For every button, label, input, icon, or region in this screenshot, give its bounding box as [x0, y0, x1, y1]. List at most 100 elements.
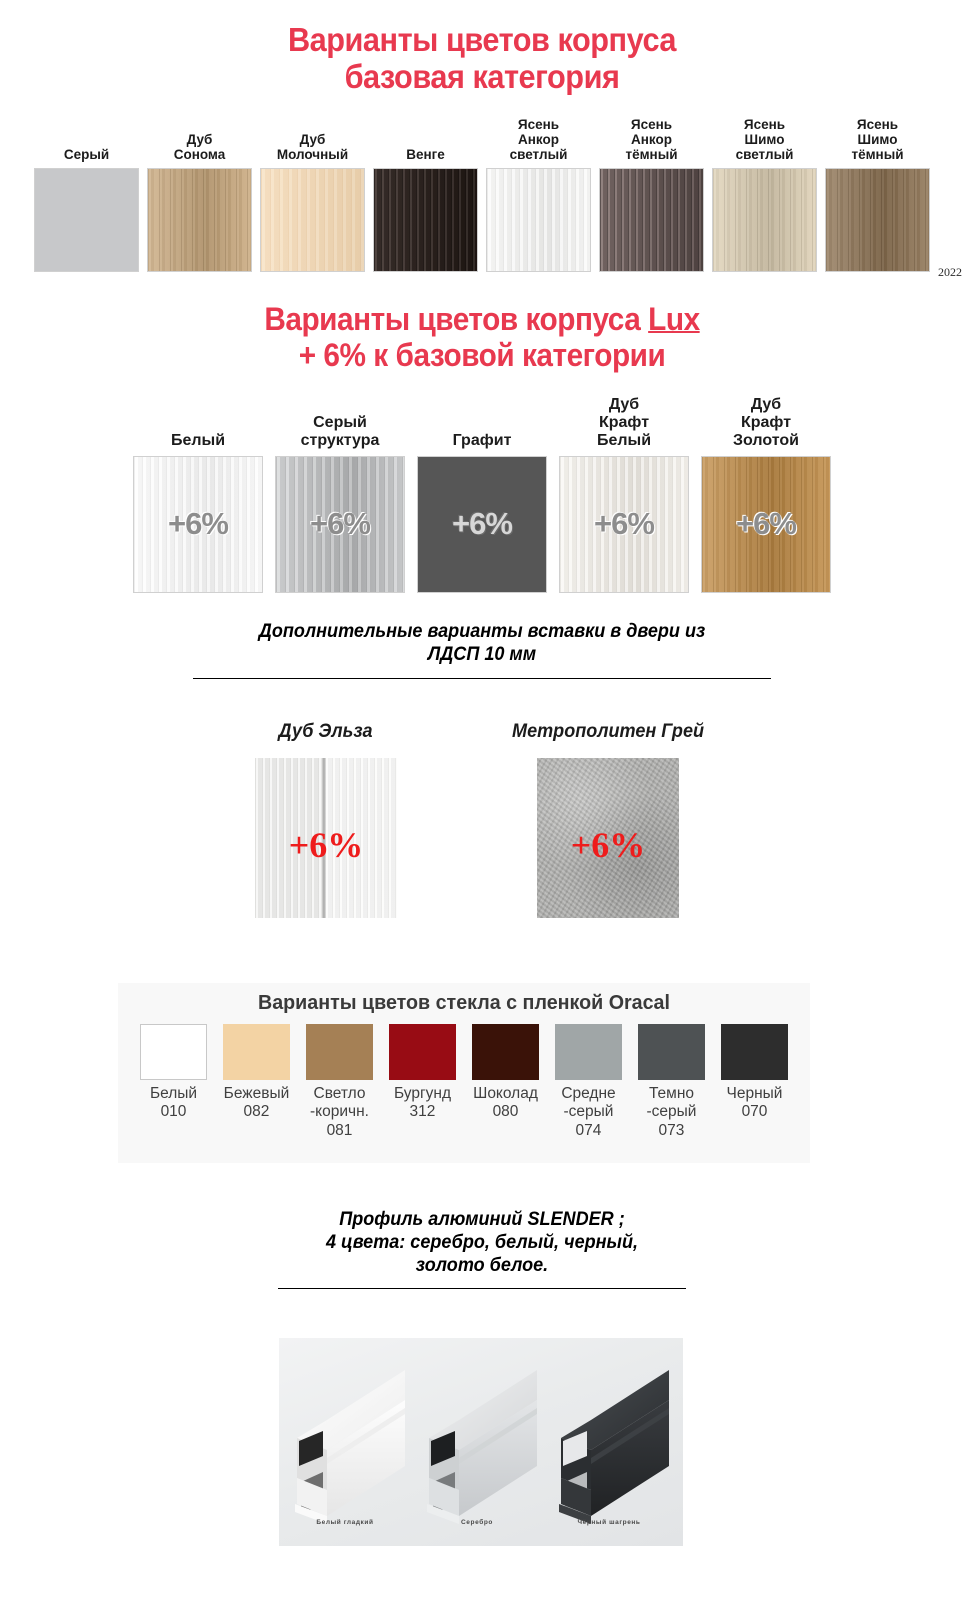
door-insert-section: Дополнительные варианты вставки в двери …	[0, 620, 964, 919]
base-swatch-cell[interactable]: Серый	[34, 114, 139, 272]
oracal-swatch-label: Черный 070	[726, 1085, 783, 1121]
oracal-swatch-label: Шоколад 080	[473, 1085, 538, 1121]
oracal-swatch-row: Белый 010 Бежевый 082 Светло -коричн. 081 Б…	[118, 1024, 810, 1140]
lux-title-line-1: Варианты цветов корпуса Lux	[34, 300, 931, 338]
base-swatch-box[interactable]	[599, 167, 704, 272]
base-swatch-label: Серый	[63, 146, 110, 162]
base-swatch-box[interactable]	[486, 167, 591, 272]
lux-swatch-cell[interactable]: Серый структура +6%	[275, 394, 405, 593]
base-swatch-label: Ясень Шимо светлый	[735, 116, 794, 162]
oracal-glass-section: Варианты цветов стекла с пленкой Oracal …	[118, 983, 810, 1163]
profile-caption-silver: Серебро	[461, 1518, 493, 1526]
lux-title-line-2: + 6% к базовой категории	[298, 336, 666, 373]
lux-surcharge-overlay: +6%	[594, 506, 655, 542]
insert-swatch-cell[interactable]: Метрополитен Грей +6%	[507, 721, 709, 919]
base-swatch-box[interactable]	[147, 167, 252, 272]
base-swatch-cell[interactable]: Венге	[373, 114, 478, 272]
base-swatch-label: Дуб Сонома	[173, 131, 226, 162]
base-swatch-label: Дуб Молочный	[276, 131, 349, 162]
oracal-swatch-label: Темно -серый 073	[646, 1085, 697, 1139]
lux-swatch-box[interactable]: +6%	[133, 455, 263, 593]
oracal-swatch-box[interactable]	[638, 1024, 705, 1080]
oracal-swatch-cell[interactable]: Шоколад 080	[468, 1024, 544, 1140]
base-swatch-box[interactable]	[34, 167, 139, 272]
base-swatch-label: Венге	[406, 146, 445, 162]
oracal-swatch-box[interactable]	[555, 1024, 622, 1080]
oracal-swatch-label: Средне -серый 074	[561, 1085, 616, 1139]
base-swatch-label: Ясень Шимо тёмный	[851, 116, 904, 162]
lux-title-keyword: Lux	[648, 300, 700, 337]
oracal-swatch-label: Бургунд 312	[393, 1085, 452, 1121]
lux-category-title: Варианты цветов корпуса Lux + 6% к базов…	[34, 300, 931, 374]
oracal-swatch-label: Светло -коричн. 081	[310, 1085, 369, 1139]
lux-surcharge-overlay: +6%	[310, 506, 371, 542]
oracal-title: Варианты цветов стекла с пленкой Oracal	[258, 991, 670, 1014]
lux-swatch-box[interactable]: +6%	[701, 455, 831, 593]
lux-category-section: Варианты цветов корпуса Lux + 6% к базов…	[0, 300, 964, 593]
lux-surcharge-overlay: +6%	[452, 506, 513, 542]
oracal-swatch-cell[interactable]: Бургунд 312	[385, 1024, 461, 1140]
insert-divider	[193, 677, 771, 679]
lux-swatch-cell[interactable]: Дуб Крафт Золотой +6%	[701, 394, 831, 593]
lux-surcharge-overlay: +6%	[736, 506, 797, 542]
insert-swatch-cell[interactable]: Дуб Эльза +6%	[254, 720, 397, 919]
lux-swatch-cell[interactable]: Графит +6%	[417, 394, 547, 593]
insert-swatch-box[interactable]: +6%	[536, 758, 679, 919]
base-swatch-cell[interactable]: Дуб Молочный	[260, 114, 365, 272]
base-swatch-cell[interactable]: Дуб Сонома	[147, 114, 252, 272]
oracal-swatch-cell[interactable]: Темно -серый 073	[634, 1024, 710, 1140]
lux-swatch-box[interactable]: +6%	[417, 455, 547, 593]
oracal-swatch-cell[interactable]: Светло -коричн. 081	[302, 1024, 378, 1140]
base-category-section: Варианты цветов корпуса базовая категори…	[0, 0, 964, 279]
oracal-swatch-box[interactable]	[721, 1024, 788, 1080]
oracal-swatch-cell[interactable]: Средне -серый 074	[551, 1024, 627, 1140]
oracal-swatch-cell[interactable]: Белый 010	[136, 1024, 212, 1140]
lux-swatch-cell[interactable]: Белый +6%	[133, 394, 263, 593]
lux-swatch-label: Дуб Крафт Белый	[596, 395, 652, 449]
oracal-swatch-box[interactable]	[306, 1024, 373, 1080]
base-swatch-cell[interactable]: Ясень Анкор тёмный	[599, 114, 704, 272]
insert-swatch-box[interactable]: +6%	[254, 758, 397, 919]
profile-illustration: Белый гладкий Серебро Чёрный шагрень	[295, 1370, 669, 1526]
oracal-swatch-cell[interactable]: Бежевый 082	[219, 1024, 295, 1140]
lux-swatch-row: Белый +6% Серый структура +6% Графит +6% Дуб К…	[0, 394, 964, 593]
base-title-line-2: базовая категория	[344, 57, 620, 95]
profile-white	[295, 1370, 405, 1524]
insert-surcharge-overlay: +6%	[288, 824, 364, 865]
base-swatch-cell[interactable]: Ясень Шимо тёмный	[825, 114, 930, 272]
lux-surcharge-overlay: +6%	[168, 506, 229, 542]
base-swatch-label: Ясень Анкор светлый	[509, 116, 568, 162]
lux-swatch-label: Серый структура	[300, 413, 380, 449]
profile-caption-white: Белый гладкий	[316, 1518, 373, 1526]
profile-heading: Профиль алюминий SLENDER ; 4 цвета: сере…	[325, 1209, 639, 1277]
lux-swatch-cell[interactable]: Дуб Крафт Белый +6%	[559, 394, 689, 593]
base-swatch-box[interactable]	[260, 167, 365, 272]
lux-swatch-box[interactable]: +6%	[559, 455, 689, 593]
base-title-line-1: Варианты цветов корпуса	[287, 21, 677, 58]
oracal-swatch-cell[interactable]: Черный 070	[717, 1024, 793, 1140]
insert-swatch-row: Дуб Эльза +6% Метрополитен Грей +6%	[0, 720, 964, 919]
oracal-swatch-box[interactable]	[389, 1024, 456, 1080]
profile-divider	[278, 1287, 686, 1289]
base-swatch-cell[interactable]: Ясень Анкор светлый	[486, 114, 591, 272]
lux-swatch-label: Графит	[452, 431, 512, 449]
lux-swatch-box[interactable]: +6%	[275, 455, 405, 593]
oracal-swatch-box[interactable]	[472, 1024, 539, 1080]
oracal-swatch-box[interactable]	[140, 1024, 207, 1080]
aluminium-profile-photo: Белый гладкий Серебро Чёрный шагрень	[279, 1338, 683, 1546]
insert-swatch-label: Дуб Эльза	[278, 720, 374, 742]
oracal-swatch-label: Бежевый 082	[223, 1085, 290, 1121]
lux-title-prefix: Варианты цветов корпуса	[264, 300, 649, 337]
base-swatch-box[interactable]	[825, 167, 930, 272]
lux-swatch-label: Белый	[170, 431, 226, 449]
base-category-title: Варианты цветов корпуса базовая категори…	[34, 0, 931, 96]
insert-surcharge-overlay: +6%	[570, 824, 646, 865]
base-swatch-box[interactable]	[712, 167, 817, 272]
profile-caption-black: Чёрный шагрень	[577, 1518, 640, 1526]
base-swatch-cell[interactable]: Ясень Шимо светлый	[712, 114, 817, 272]
oracal-swatch-box[interactable]	[223, 1024, 290, 1080]
year-watermark: 2022	[938, 265, 962, 279]
base-swatch-box[interactable]	[373, 167, 478, 272]
insert-heading: Дополнительные варианты вставки в двери …	[258, 620, 706, 665]
base-swatch-row: Серый Дуб Сонома Дуб Молочный Венге Ясень Ан…	[0, 114, 964, 272]
